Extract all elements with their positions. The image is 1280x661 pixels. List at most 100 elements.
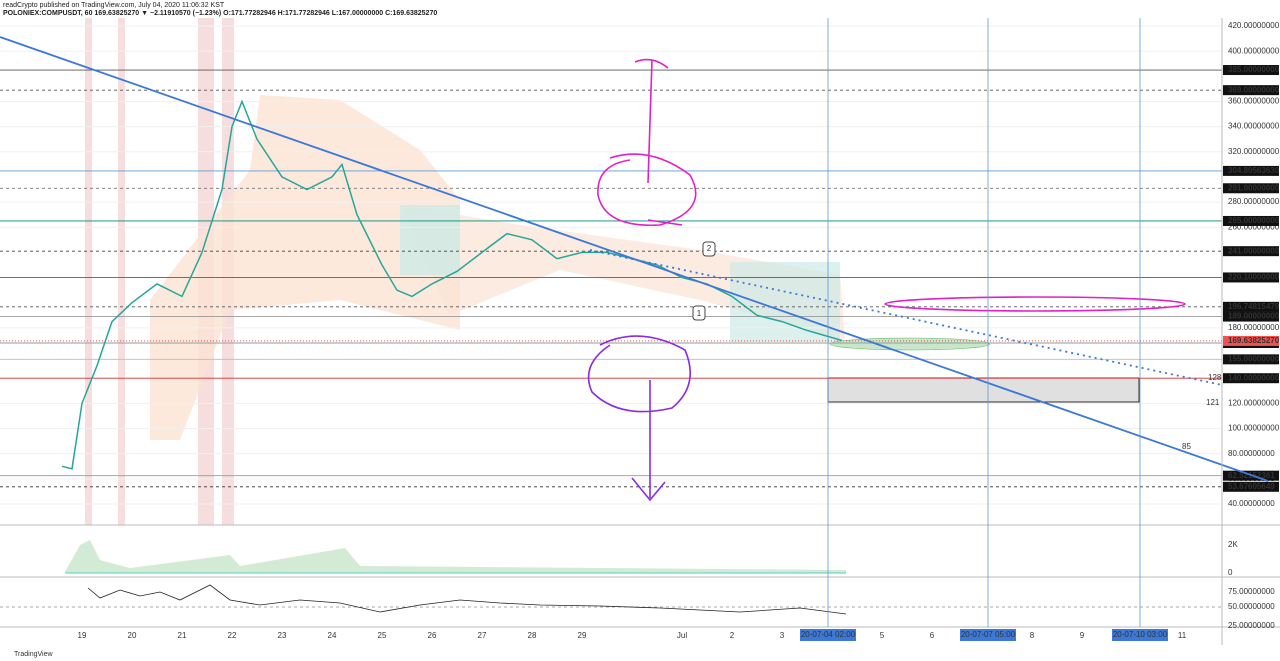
y-tick-label: 280.00000000	[1228, 197, 1280, 206]
price-tag	[1223, 311, 1279, 322]
osc-tick-label: 75.00000000	[1228, 587, 1275, 596]
y-tick-label: 400.00000000	[1228, 46, 1280, 55]
last-price-tag	[1223, 335, 1279, 346]
x-tick-label: 20	[128, 631, 137, 640]
price-tag-label: 304.80563630	[1228, 166, 1280, 175]
annotation: 1	[697, 309, 702, 318]
price-tag-label: 189.00000000	[1228, 312, 1280, 321]
y-tick-label: 420.00000000	[1228, 21, 1280, 30]
volume-area	[65, 540, 846, 573]
price-tag-label: 140.00000000	[1228, 373, 1280, 382]
price-tag	[1223, 183, 1279, 194]
y-tick-label: 260.00000000	[1228, 222, 1280, 231]
cloud	[730, 262, 840, 342]
y-tick-label: 80.00000000	[1228, 449, 1275, 458]
price-tag-label: 53.67605649	[1228, 482, 1275, 491]
highlights	[85, 18, 1140, 525]
price-line	[61, 99, 843, 470]
price-tag	[1223, 215, 1279, 226]
price-tag	[1223, 246, 1279, 257]
x-tick-label: 25	[378, 631, 387, 640]
x-tick-label: 22	[228, 631, 237, 640]
x-tick-label: Jul	[677, 631, 687, 640]
publisher: readCrypto published on TradingView.com,…	[3, 2, 225, 9]
y-tick-label: 40.00000000	[1228, 499, 1275, 508]
callout	[692, 305, 706, 321]
plot	[61, 99, 843, 470]
price-tag-label: 196.74815479	[1228, 302, 1280, 311]
x-tick-label: 9	[1080, 631, 1085, 640]
y-tick-label: 100.00000000	[1228, 424, 1280, 433]
price-tag	[1223, 301, 1279, 312]
trendline	[0, 36, 1269, 482]
annotation: 121	[1206, 398, 1220, 407]
price-tag	[1223, 165, 1279, 176]
time-tag-label: 20-07-07 05:00	[961, 630, 1016, 639]
x-tick-label: 28	[528, 631, 537, 640]
x-axis: 19 20 21 22 23 24 25 26 27 28 29 Jul 2 3 5 6 8 9 1120-07-0…	[78, 18, 1187, 641]
oscillator-line	[87, 584, 847, 615]
price-tag	[1223, 354, 1279, 365]
footer-brand: TradingView	[14, 651, 53, 658]
price-tag-label: 220.10000000	[1228, 273, 1280, 282]
time-tag-label: 20-07-04 02:00	[801, 630, 856, 639]
price-tag-label: 241.00000000	[1228, 246, 1280, 255]
price-tag	[1223, 65, 1279, 76]
x-tick-label: 26	[428, 631, 437, 640]
price-tag-label: 291.00000000	[1228, 183, 1280, 192]
last-price-label: 169.63825270	[1228, 336, 1280, 345]
x-tick-label: 11	[1178, 631, 1187, 640]
x-tick-label: 24	[328, 631, 337, 640]
price-tag	[1223, 85, 1279, 96]
price-tag-label: 155.00000000	[1228, 354, 1280, 363]
cloud	[150, 95, 460, 440]
callout	[702, 241, 716, 257]
price-tag	[1223, 373, 1279, 384]
x-tick-label: 21	[178, 631, 187, 640]
y-tick-label: 120.00000000	[1228, 398, 1280, 407]
session-band	[85, 18, 92, 525]
time-tag	[1112, 629, 1168, 641]
pink-drawing	[647, 219, 683, 226]
x-tick-label: 19	[78, 631, 87, 640]
volume-panel: 2K 0	[65, 540, 1238, 577]
annotation: 2	[707, 244, 712, 253]
price-tag-label: 265.00000000	[1228, 216, 1280, 225]
drawings: 128 121 85 1 2	[0, 36, 1269, 502]
x-tick-label: 27	[478, 631, 487, 640]
x-tick-label: 5	[880, 631, 885, 640]
time-tag	[960, 629, 1016, 641]
annotation: 85	[1182, 442, 1191, 451]
x-tick-label: 3	[780, 631, 785, 640]
y-tick-label: 340.00000000	[1228, 122, 1280, 131]
symbol-info: POLONIEX:COMPUSDT, 60 169.63825270 ▼ −2.…	[3, 10, 437, 17]
pink-drawing	[597, 58, 697, 227]
x-tick-label: 2	[730, 631, 735, 640]
x-tick-label: 6	[930, 631, 935, 640]
purple-drawing	[587, 335, 692, 502]
volume-tick-label: 2K	[1228, 540, 1238, 549]
osc-tick-label: 50.00000000	[1228, 602, 1275, 611]
price-tag-label: 369.00000000	[1228, 85, 1280, 94]
session-band	[118, 18, 125, 525]
price-tag-label: 385.00000000	[1228, 65, 1280, 74]
osc-tick-label: 25.00000000	[1228, 621, 1275, 630]
y-tick-label: 180.00000000	[1228, 323, 1280, 332]
y-tick-label: 320.00000000	[1228, 147, 1280, 156]
x-tick-label: 8	[1030, 631, 1035, 640]
annotation: 128	[1208, 373, 1222, 382]
x-tick-label: 29	[578, 631, 587, 640]
cloud	[400, 205, 460, 275]
price-tag	[1223, 272, 1279, 283]
zone	[829, 337, 991, 351]
time-tag	[800, 629, 856, 641]
y-tick-label: 360.00000000	[1228, 97, 1280, 106]
time-tag-label: 20-07-10 03:00	[1113, 630, 1168, 639]
volume-tick-label: 0	[1228, 568, 1233, 577]
pink-drawing	[884, 296, 1186, 312]
x-tick-label: 23	[278, 631, 287, 640]
price-tag	[1223, 481, 1279, 492]
oscillator-panel: 75.00000000 50.00000000 25.00000000	[0, 584, 1275, 630]
price-levels: 385.00000000 369.00000000 304.80563630 291.…	[0, 65, 1280, 492]
